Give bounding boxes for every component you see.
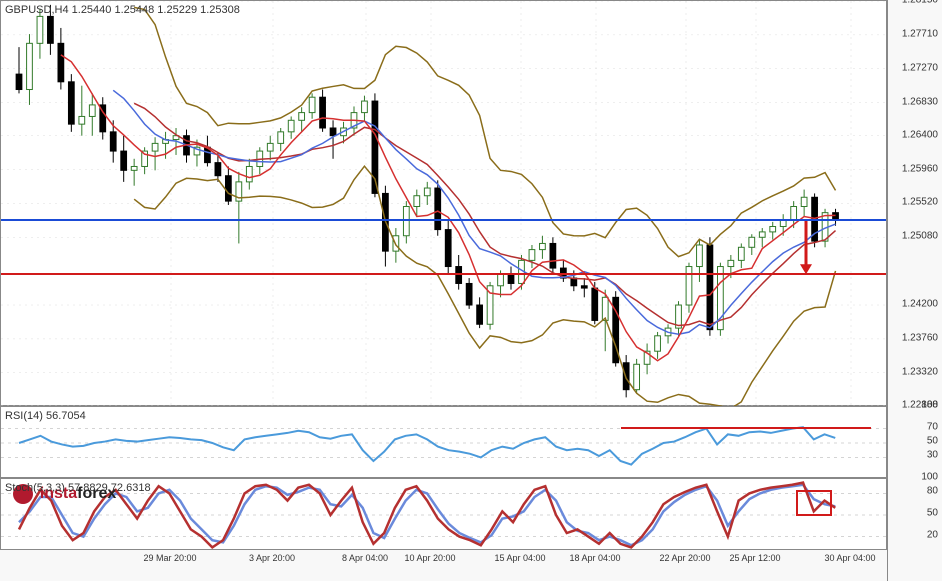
x-tick-label: 18 Apr 04:00 bbox=[569, 553, 620, 563]
stoch-y-tick-label: 20 bbox=[927, 529, 938, 540]
y-tick-label: 1.23320 bbox=[902, 366, 938, 377]
x-tick-label: 3 Apr 20:00 bbox=[249, 553, 295, 563]
x-axis: 29 Mar 20:00 3 Apr 20:00 8 Apr 04:00 10 Apr… bbox=[0, 549, 887, 581]
rsi-y-tick-label: 30 bbox=[927, 450, 938, 461]
y-tick-label: 1.24200 bbox=[902, 299, 938, 310]
y-axis: 1.28150 1.27710 1.27270 1.26830 1.26400 1.259… bbox=[887, 0, 942, 581]
x-tick-label: 15 Apr 04:00 bbox=[494, 553, 545, 563]
x-tick-label: 22 Apr 20:00 bbox=[659, 553, 710, 563]
y-tick-label: 1.25960 bbox=[902, 163, 938, 174]
rsi-divergence-line bbox=[621, 427, 871, 429]
rsi-y-tick-label: 50 bbox=[927, 436, 938, 447]
stoch-y-tick-label: 100 bbox=[921, 472, 938, 483]
rsi-chart-svg bbox=[1, 407, 888, 479]
stoch-y-tick-label: 50 bbox=[927, 508, 938, 519]
chart-title: GBPUSD,H4 1.25440 1.25448 1.25229 1.2530… bbox=[5, 4, 240, 16]
rsi-y-tick-label: 100 bbox=[921, 400, 938, 411]
x-tick-label: 30 Apr 04:00 bbox=[824, 553, 875, 563]
price-level-blue[interactable]: 1.25300 bbox=[1, 219, 886, 221]
y-tick-label: 1.25520 bbox=[902, 197, 938, 208]
x-tick-label: 8 Apr 04:00 bbox=[342, 553, 388, 563]
stoch-title: Stoch(5,3,3) 57.8829 72.6318 bbox=[5, 482, 151, 494]
y-tick-label: 1.25080 bbox=[902, 231, 938, 242]
stoch-panel[interactable]: Stoch(5,3,3) 57.8829 72.6318 instaforex bbox=[1, 478, 886, 550]
stoch-highlight-box bbox=[796, 490, 832, 516]
main-chart-svg bbox=[1, 1, 888, 406]
main-price-panel[interactable]: GBPUSD,H4 1.25440 1.25448 1.25229 1.2530… bbox=[1, 1, 886, 406]
rsi-panel[interactable]: RSI(14) 56.7054 bbox=[1, 406, 886, 478]
x-tick-label: 25 Apr 12:00 bbox=[729, 553, 780, 563]
y-tick-label: 1.28150 bbox=[902, 0, 938, 6]
chart-container: GBPUSD,H4 1.25440 1.25448 1.25229 1.2530… bbox=[0, 0, 887, 581]
y-tick-label: 1.26830 bbox=[902, 96, 938, 107]
price-level-red[interactable]: 1.24600 bbox=[1, 273, 886, 275]
rsi-title: RSI(14) 56.7054 bbox=[5, 410, 86, 422]
x-tick-label: 10 Apr 20:00 bbox=[404, 553, 455, 563]
y-tick-label: 1.27710 bbox=[902, 28, 938, 39]
y-tick-label: 1.27270 bbox=[902, 62, 938, 73]
x-tick-label: 29 Mar 20:00 bbox=[143, 553, 196, 563]
rsi-y-tick-label: 70 bbox=[927, 421, 938, 432]
y-tick-label: 1.26400 bbox=[902, 129, 938, 140]
y-tick-label: 1.23760 bbox=[902, 332, 938, 343]
stoch-y-tick-label: 80 bbox=[927, 486, 938, 497]
